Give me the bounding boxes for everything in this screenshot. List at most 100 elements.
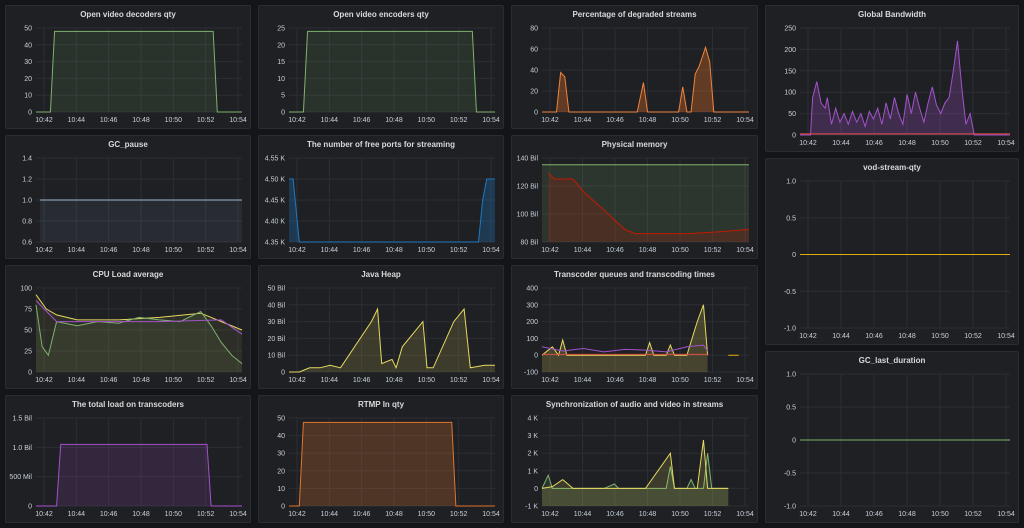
y-tick-label: 140 Bil — [517, 156, 539, 163]
x-tick-label: 10:50 — [165, 247, 183, 254]
y-tick-label: 4 K — [527, 416, 538, 423]
y-tick-label: 250 — [784, 26, 796, 33]
y-tick-label: 10 Bil — [267, 353, 285, 360]
x-tick-label: 10:54 — [997, 140, 1015, 147]
x-tick-label: 10:54 — [736, 511, 754, 518]
x-tick-label: 10:52 — [704, 511, 722, 518]
panel-title[interactable]: Physical memory — [601, 140, 668, 149]
panel-title[interactable]: Open video encoders qty — [333, 10, 429, 19]
panel-title[interactable]: Open video decoders qty — [80, 10, 176, 19]
y-tick-label: 40 — [277, 433, 285, 440]
y-tick-label: 200 — [784, 47, 796, 54]
series-area — [542, 440, 729, 506]
panel-p8[interactable]: vod-stream-qty -1.0 -0.5 0 0.5 1.0 10:42 10:44 1… — [765, 158, 1019, 345]
chart: 0 500 Mil 1.0 Bil 1.5 Bil 10:42 10:44 10:46 10:… — [9, 416, 246, 519]
y-tick-label: -1 K — [525, 504, 538, 511]
panel-p4[interactable]: Global Bandwidth 0 50 100 150 200 250 10:42 10:4… — [765, 5, 1019, 152]
x-tick-label: 10:52 — [964, 511, 982, 518]
series-area — [542, 47, 749, 112]
panel-title[interactable]: GC_last_duration — [858, 356, 926, 365]
y-tick-label: 4.40 K — [265, 219, 286, 226]
x-tick-label: 10:42 — [288, 377, 306, 384]
x-tick-label: 10:44 — [832, 511, 850, 518]
x-tick-label: 10:50 — [931, 140, 949, 147]
x-tick-label: 10:42 — [35, 117, 53, 124]
y-tick-label: 4.35 K — [265, 240, 286, 247]
x-tick-label: 10:50 — [165, 117, 183, 124]
panel-p10[interactable]: Java Heap 0 10 Bil 20 Bil 30 Bil 40 Bil 50 Bil… — [258, 265, 504, 389]
panel-p7[interactable]: Physical memory 80 Bil 100 Bil 120 Bil 140 B… — [511, 135, 758, 259]
x-tick-label: 10:50 — [418, 117, 436, 124]
x-tick-label: 10:44 — [832, 140, 850, 147]
y-tick-label: 1.0 — [786, 179, 796, 186]
x-tick-label: 10:50 — [671, 247, 689, 254]
panel-title[interactable]: Java Heap — [361, 270, 401, 279]
x-tick-label: 10:46 — [100, 511, 118, 518]
panel-p9[interactable]: CPU Load average 0 25 50 75 100 10:42 10:44 10:4… — [5, 265, 251, 389]
x-tick-label: 10:44 — [321, 511, 339, 518]
x-tick-label: 10:52 — [704, 117, 722, 124]
chart: -100 0 100 200 300 400 10:42 10:44 10:46 10:48 10:… — [524, 286, 754, 385]
chart: 0.6 0.8 1.0 1.2 1.4 10:42 10:44 10:46 10:48 10:50… — [22, 156, 247, 255]
panel-title[interactable]: Synchronization of audio and video in st… — [545, 400, 724, 409]
panel-title[interactable]: Global Bandwidth — [858, 10, 926, 19]
x-tick-label: 10:42 — [35, 377, 53, 384]
panel-p13[interactable]: The total load on transcoders 0 500 Mil 1.0… — [5, 395, 251, 523]
panel-title[interactable]: vod-stream-qty — [863, 163, 921, 172]
x-tick-label: 10:54 — [482, 377, 500, 384]
y-tick-label: 2 K — [527, 451, 538, 458]
y-tick-label: 400 — [526, 286, 538, 293]
x-tick-label: 10:48 — [639, 377, 657, 384]
panel-title[interactable]: The total load on transcoders — [71, 400, 184, 409]
x-tick-label: 10:48 — [898, 333, 916, 340]
series-line — [541, 439, 729, 489]
chart: 0 20 40 60 80 10:42 10:44 10:46 10:48 10:50 10:52 1… — [530, 26, 754, 125]
y-tick-label: 0.8 — [22, 219, 32, 226]
x-tick-label: 10:54 — [736, 377, 754, 384]
panel-title[interactable]: The number of free ports for streaming — [306, 140, 456, 149]
chart: 0 25 50 75 100 10:42 10:44 10:46 10:48 10:50 10:52… — [20, 286, 247, 385]
x-tick-label: 10:52 — [450, 117, 468, 124]
y-tick-label: 120 Bil — [517, 184, 539, 191]
panel-title[interactable]: CPU Load average — [92, 270, 164, 279]
panel-p15[interactable]: Synchronization of audio and video in st… — [511, 395, 758, 523]
x-tick-label: 10:42 — [799, 511, 817, 518]
y-tick-label: 4.50 K — [265, 177, 286, 184]
panel-p3[interactable]: Percentage of degraded streams 0 20 40 60 80 1… — [511, 5, 758, 129]
y-tick-label: 0 — [792, 252, 796, 259]
x-tick-label: 10:42 — [541, 511, 559, 518]
panel-title[interactable]: RTMP In qty — [357, 400, 405, 409]
panel-p5[interactable]: GC_pause 0.6 0.8 1.0 1.2 1.4 10:42 10:44 10:46 10… — [5, 135, 251, 259]
x-tick-label: 10:42 — [541, 117, 559, 124]
panel-p14[interactable]: RTMP In qty 0 10 20 30 40 50 10:42 10:44 10:46 10:… — [258, 395, 504, 523]
x-tick-label: 10:42 — [288, 117, 306, 124]
x-tick-label: 10:50 — [671, 511, 689, 518]
y-tick-label: 500 Mil — [9, 474, 32, 481]
series-area — [548, 173, 749, 242]
series-area — [542, 453, 729, 506]
panel-p12[interactable]: GC_last_duration -1.0 -0.5 0 0.5 1.0 10:42 10:4… — [765, 351, 1019, 523]
panel-title[interactable]: Percentage of degraded streams — [572, 10, 697, 19]
x-tick-label: 10:48 — [639, 247, 657, 254]
chart: 0 10 Bil 20 Bil 30 Bil 40 Bil 50 Bil 10:42 10:4… — [267, 286, 500, 385]
x-tick-label: 10:50 — [931, 333, 949, 340]
y-tick-label: 150 — [784, 68, 796, 75]
x-tick-label: 10:52 — [964, 333, 982, 340]
x-tick-label: 10:42 — [799, 333, 817, 340]
x-tick-label: 10:48 — [898, 140, 916, 147]
y-tick-label: -1.0 — [784, 504, 796, 511]
x-tick-label: 10:44 — [68, 247, 86, 254]
y-tick-label: 200 — [526, 319, 538, 326]
x-tick-label: 10:46 — [606, 247, 624, 254]
series-line — [289, 178, 495, 243]
panel-p6[interactable]: The number of free ports for streaming 4.… — [258, 135, 504, 259]
y-tick-label: 50 — [24, 328, 32, 335]
x-tick-label: 10:54 — [997, 333, 1015, 340]
x-tick-label: 10:46 — [606, 377, 624, 384]
panel-title[interactable]: GC_pause — [108, 140, 148, 149]
panel-p11[interactable]: Transcoder queues and transcoding times -… — [511, 265, 758, 389]
panel-p2[interactable]: Open video encoders qty 0 5 10 15 20 25 10:42 10… — [258, 5, 504, 129]
y-tick-label: 0 — [281, 504, 285, 511]
panel-title[interactable]: Transcoder queues and transcoding times — [554, 270, 715, 279]
panel-p1[interactable]: Open video decoders qty 0 10 20 30 40 50 10:42 1… — [5, 5, 251, 129]
